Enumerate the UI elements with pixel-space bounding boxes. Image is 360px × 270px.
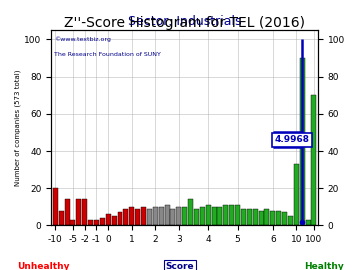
Bar — [235, 205, 240, 225]
Bar — [217, 207, 222, 225]
Bar — [123, 209, 129, 225]
Bar — [241, 209, 246, 225]
Bar — [135, 209, 140, 225]
Bar — [188, 200, 193, 225]
Bar — [165, 205, 170, 225]
Bar — [64, 200, 69, 225]
Bar — [129, 207, 134, 225]
Bar — [59, 211, 64, 225]
Bar — [100, 218, 105, 225]
Bar — [200, 207, 205, 225]
Bar — [141, 207, 146, 225]
Bar — [71, 220, 76, 225]
Bar — [182, 207, 187, 225]
Bar — [76, 200, 81, 225]
Bar — [170, 209, 175, 225]
Bar — [294, 164, 299, 225]
Bar — [282, 212, 287, 225]
Text: The Research Foundation of SUNY: The Research Foundation of SUNY — [54, 52, 161, 57]
Text: 4.9968: 4.9968 — [275, 135, 310, 144]
Bar — [106, 214, 111, 225]
Bar — [159, 207, 164, 225]
Bar — [176, 207, 181, 225]
Text: Unhealthy: Unhealthy — [17, 262, 69, 270]
Bar — [82, 200, 87, 225]
Bar — [94, 220, 99, 225]
Bar — [300, 58, 305, 225]
Bar — [212, 207, 216, 225]
Bar — [306, 220, 311, 225]
Bar — [153, 207, 158, 225]
Text: Healthy: Healthy — [304, 262, 344, 270]
Bar — [270, 211, 275, 225]
Bar — [117, 212, 122, 225]
Bar — [194, 209, 199, 225]
Bar — [147, 209, 152, 225]
Bar — [53, 188, 58, 225]
Bar — [206, 205, 211, 225]
Bar — [88, 220, 93, 225]
Bar — [264, 209, 269, 225]
Bar — [276, 211, 281, 225]
Y-axis label: Number of companies (573 total): Number of companies (573 total) — [15, 70, 22, 186]
Text: Score: Score — [166, 262, 194, 270]
Bar — [311, 95, 316, 225]
Bar — [288, 216, 293, 225]
Bar — [253, 209, 258, 225]
Title: Z''-Score Histogram for TEL (2016): Z''-Score Histogram for TEL (2016) — [64, 16, 305, 30]
Bar — [229, 205, 234, 225]
Bar — [112, 216, 117, 225]
Bar — [223, 205, 228, 225]
Bar — [258, 211, 264, 225]
Bar — [247, 209, 252, 225]
Text: Sector: Industrials: Sector: Industrials — [128, 15, 242, 28]
Text: ©www.textbiz.org: ©www.textbiz.org — [54, 36, 111, 42]
